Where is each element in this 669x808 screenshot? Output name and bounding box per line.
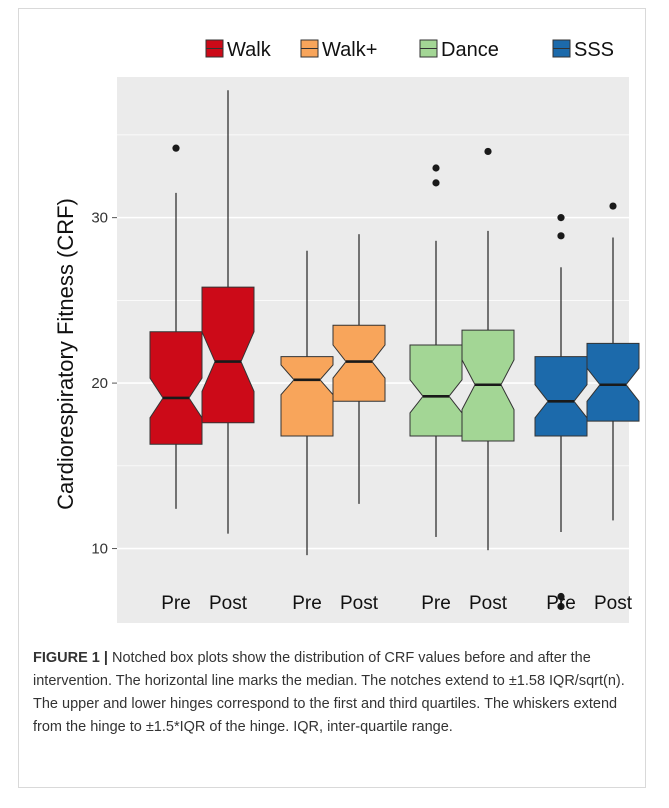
notched-box xyxy=(280,356,334,437)
figure-caption: FIGURE 1 | Notched box plots show the di… xyxy=(33,647,633,739)
x-category-label: Pre xyxy=(161,593,191,614)
x-category-label: Pre xyxy=(292,593,322,614)
x-category-label: Post xyxy=(209,593,248,614)
outlier-point xyxy=(557,592,565,601)
notched-box xyxy=(332,324,386,402)
notched-box xyxy=(534,356,588,437)
caption-label: FIGURE 1 | xyxy=(33,650,108,666)
notched-box xyxy=(149,331,203,445)
caption-text: Notched box plots show the distribution … xyxy=(33,650,625,735)
notched-box xyxy=(409,344,463,437)
x-category-label: Post xyxy=(469,593,508,614)
y-tick-label: 20 xyxy=(91,375,108,392)
outlier-point xyxy=(557,232,565,240)
legend-label: Walk xyxy=(227,39,272,61)
legend-label: SSS xyxy=(574,39,614,61)
y-tick-label: 10 xyxy=(91,541,108,558)
outlier-point xyxy=(484,147,492,156)
outlier-point xyxy=(172,144,180,152)
figure-panel: 10 20 30 Cardiorespiratory Fitness (CRF) Pre… xyxy=(18,8,646,788)
outlier-point xyxy=(432,164,440,172)
y-axis-title: Cardiorespiratory Fitness (CRF) xyxy=(53,198,78,510)
y-tick-label: 30 xyxy=(91,210,108,227)
legend-label: Walk+ xyxy=(322,39,377,61)
x-category-label: Pre xyxy=(546,593,576,614)
box-plot-chart: 10 20 30 Cardiorespiratory Fitness (CRF) Pre… xyxy=(53,39,640,623)
notched-box xyxy=(201,286,255,424)
outlier-point xyxy=(557,602,565,611)
outlier-point xyxy=(432,179,440,187)
notched-box xyxy=(586,342,640,422)
x-category-label: Post xyxy=(340,593,379,614)
x-category-label: Pre xyxy=(421,593,451,614)
legend-label: Dance xyxy=(441,39,499,61)
x-category-label: Post xyxy=(594,593,633,614)
outlier-point xyxy=(609,202,617,210)
outlier-point xyxy=(557,214,565,222)
